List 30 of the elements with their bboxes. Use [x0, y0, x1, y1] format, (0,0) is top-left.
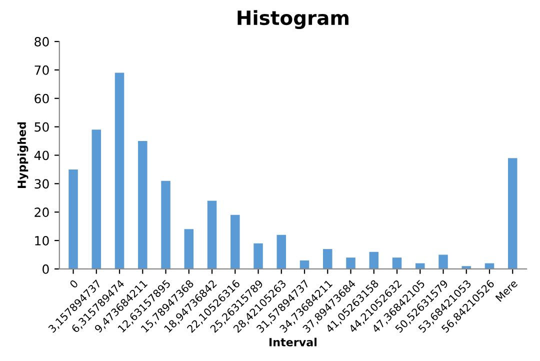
bar — [323, 249, 332, 269]
bar — [416, 263, 425, 269]
bar — [68, 169, 78, 269]
y-tick-label: 80 — [34, 36, 49, 46]
bar — [207, 200, 217, 269]
y-tick-label: 50 — [34, 122, 49, 132]
y-tick-label: 20 — [34, 208, 49, 218]
bar — [161, 180, 170, 269]
chart-title: Histogram — [238, 10, 348, 30]
y-tick-label: 0 — [42, 264, 49, 274]
bar — [276, 234, 286, 269]
bar — [300, 260, 310, 269]
bar — [438, 254, 448, 269]
bar — [508, 158, 518, 269]
y-axis-title: Hyppighed — [17, 122, 28, 188]
bar — [254, 243, 263, 269]
y-tick-label: 40 — [34, 150, 49, 160]
y-tick-label: 10 — [35, 236, 49, 246]
bar — [114, 72, 124, 269]
y-tick-label: 60 — [34, 94, 49, 104]
bar — [369, 252, 379, 269]
bar — [392, 258, 402, 269]
bar — [92, 130, 102, 269]
bar — [138, 141, 148, 269]
y-tick-label: 30 — [34, 179, 49, 189]
x-axis-title: Interval — [270, 338, 316, 346]
bar — [184, 229, 194, 269]
y-tick-label: 70 — [34, 65, 49, 75]
bar — [230, 214, 240, 269]
bar — [346, 258, 356, 269]
